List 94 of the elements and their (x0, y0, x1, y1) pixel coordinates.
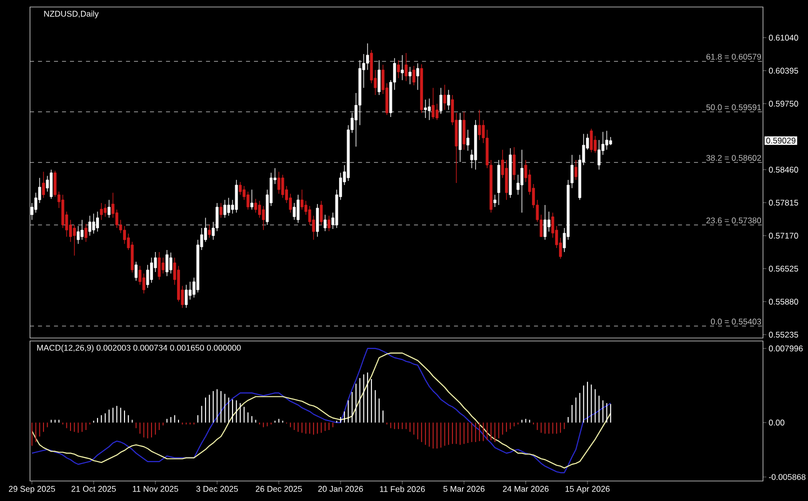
y-tick-label: 0.61040 (768, 34, 798, 41)
y-tick-label: 0.007996 (768, 346, 803, 352)
candlestick (428, 98, 431, 120)
candlestick (123, 226, 126, 244)
candlestick (42, 171, 45, 198)
x-tick-label: 5 Mar 2026 (443, 486, 485, 492)
y-tick-label: 0.60395 (768, 68, 798, 74)
candlestick (162, 257, 165, 274)
ref-line-label: 61.8 = 0.60579 (706, 54, 761, 60)
candlestick (404, 52, 408, 82)
candlestick (146, 264, 150, 288)
ref-line-label: 0.0 = 0.55403 (710, 318, 762, 324)
chart-title: MACD(12,26,9) 0.002003 0.000734 0.001650 0.000000 (37, 344, 241, 352)
candlestick (250, 189, 254, 210)
x-tick-label: 24 Mar 2026 (502, 486, 549, 492)
text: 0.59029 (766, 138, 796, 144)
candlestick (84, 224, 88, 242)
candlestick (570, 154, 574, 188)
candlestick (316, 204, 319, 238)
candlestick (466, 129, 470, 152)
candlestick (169, 252, 172, 274)
candlestick (104, 204, 107, 218)
y-tick-label: 0.55880 (768, 298, 798, 305)
candlestick (574, 160, 578, 180)
ref-line-label: 50.0 = 0.59591 (706, 104, 761, 110)
x-tick-label: 11 Feb 2026 (380, 486, 425, 492)
y-tick-label: 0.59750 (768, 100, 798, 107)
candlestick (288, 193, 292, 213)
x-tick-label: 20 Jan 2026 (318, 486, 363, 492)
candlestick (408, 66, 412, 85)
candlestick (166, 250, 168, 276)
y-tick-label: 0.58460 (768, 166, 798, 173)
candlestick (439, 87, 442, 114)
candlestick (412, 65, 416, 86)
candlestick (432, 87, 435, 120)
candlestick (443, 84, 446, 110)
candlestick (158, 252, 161, 280)
candlestick (324, 214, 327, 232)
candlestick (184, 284, 188, 308)
candlestick (493, 194, 496, 208)
candlestick (296, 194, 300, 224)
x-tick-label: 15 Apr 2026 (566, 486, 610, 494)
candlestick (416, 62, 420, 90)
candlestick (108, 200, 111, 218)
candlestick (400, 54, 404, 80)
candlestick (300, 189, 304, 210)
y-tick-label: -0.005868 (768, 474, 806, 480)
candlestick (590, 128, 593, 153)
candlestick (223, 200, 226, 218)
x-tick-label: 21 Oct 2025 (72, 486, 116, 492)
y-tick-label: 0.56525 (768, 266, 798, 272)
candlestick (512, 146, 516, 180)
y-tick-label: 0.57170 (768, 232, 798, 239)
candlestick (208, 224, 211, 238)
x-tick-label: 11 Nov 2025 (132, 486, 178, 492)
candlestick (544, 204, 546, 240)
ref-line-label: 38.2 = 0.58602 (706, 154, 761, 161)
candlestick (520, 149, 524, 213)
x-tick-label: 3 Dec 2025 (196, 486, 238, 492)
candlestick (254, 198, 258, 213)
candlestick (292, 202, 296, 220)
candlestick (262, 206, 265, 230)
candlestick (258, 200, 261, 218)
chart-title: NZDUSD,Daily (44, 10, 99, 18)
candlestick (605, 130, 608, 150)
candlestick (92, 213, 96, 234)
candlestick (238, 182, 242, 196)
candlestick (246, 191, 250, 210)
y-tick-label: 0.55235 (768, 332, 798, 338)
candlestick (100, 202, 103, 220)
candlestick (436, 103, 438, 120)
x-tick-label: 26 Dec 2025 (256, 486, 302, 492)
candlestick (277, 171, 280, 194)
candlestick (320, 200, 323, 226)
candlestick (328, 215, 330, 232)
x-tick-label: 29 Sep 2025 (8, 486, 56, 494)
candlestick (424, 99, 427, 118)
candlestick (366, 42, 370, 70)
candlestick (150, 257, 153, 284)
candlestick (96, 211, 99, 232)
candlestick (134, 261, 138, 282)
candlestick (447, 90, 450, 110)
candlestick (88, 215, 92, 236)
candlestick (80, 219, 84, 240)
candlestick (478, 109, 481, 140)
y-tick-label: 0.00 (768, 420, 784, 426)
candlestick (378, 60, 381, 96)
ref-line-label: 23.6 = 0.57380 (706, 217, 762, 224)
candlestick (220, 202, 222, 218)
y-tick-label: 0.57815 (768, 200, 798, 206)
candlestick (598, 140, 600, 170)
candlestick (72, 224, 76, 256)
candlestick (396, 60, 400, 78)
candlestick (227, 197, 230, 216)
